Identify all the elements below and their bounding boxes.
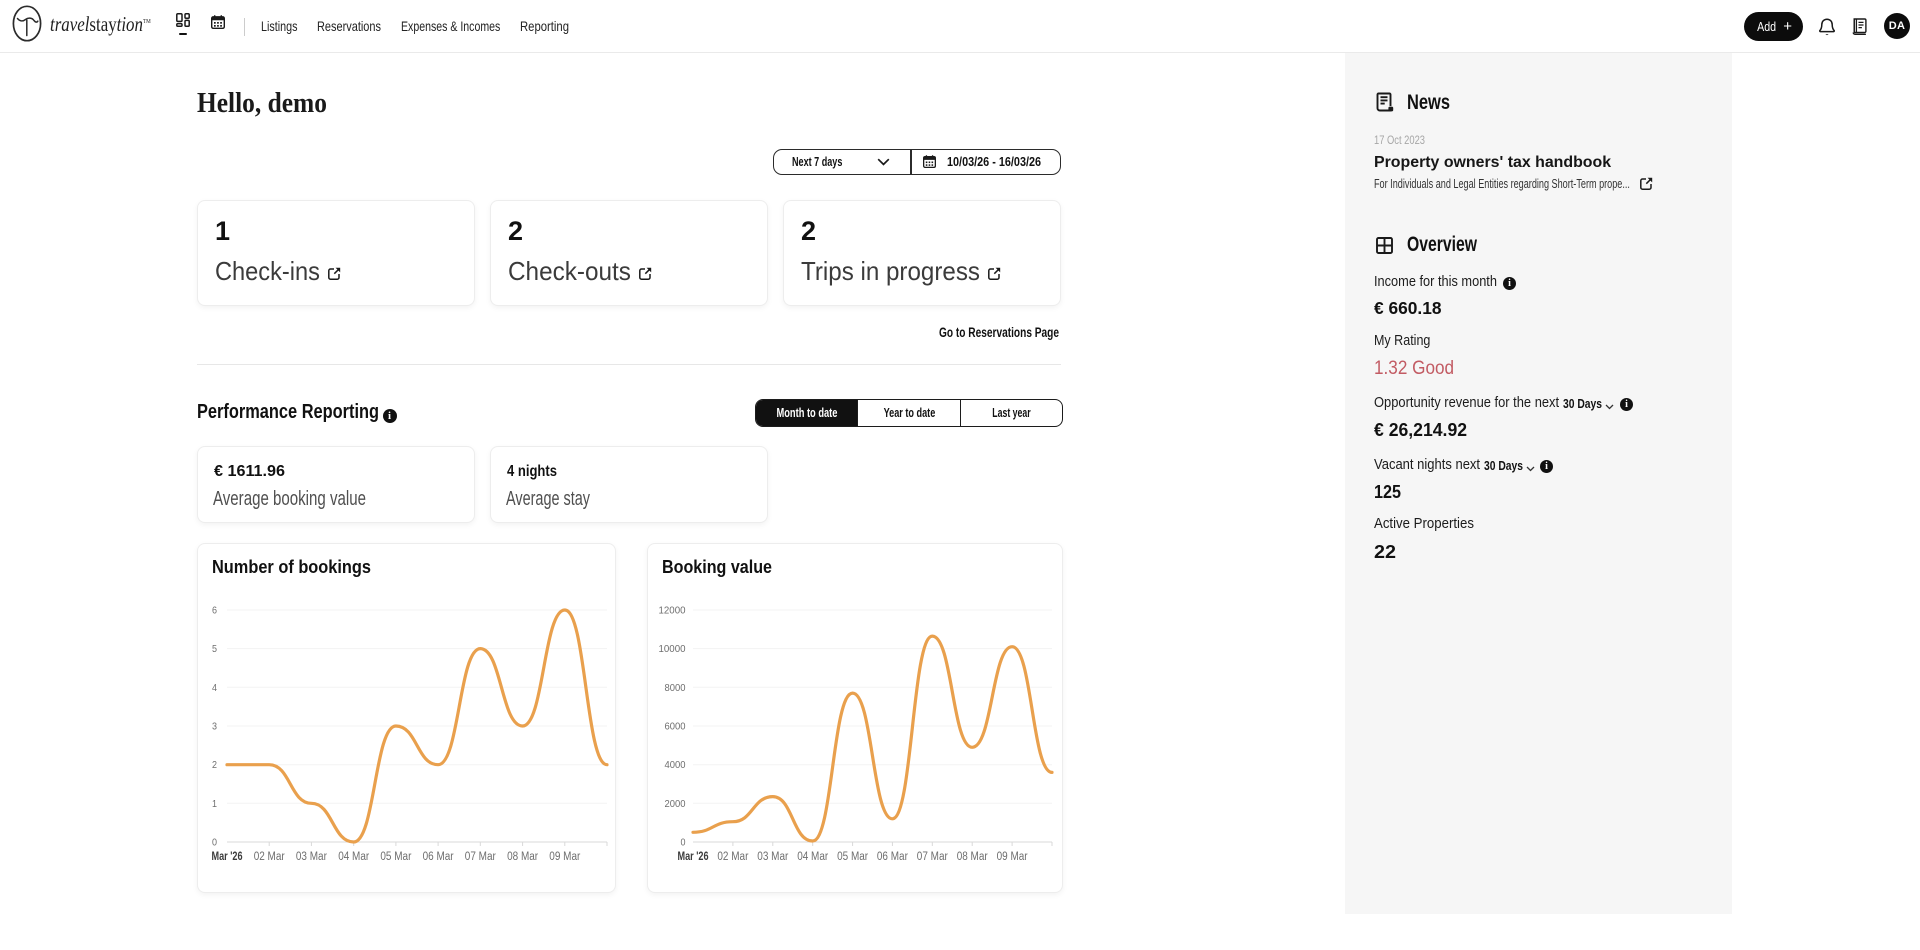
svg-text:8000: 8000 bbox=[665, 682, 686, 694]
svg-text:10000: 10000 bbox=[659, 643, 686, 655]
svg-text:Mar '26: Mar '26 bbox=[212, 851, 243, 863]
svg-text:5: 5 bbox=[212, 643, 217, 655]
svg-text:05 Mar: 05 Mar bbox=[380, 851, 411, 863]
svg-text:05 Mar: 05 Mar bbox=[837, 851, 868, 863]
svg-text:0: 0 bbox=[681, 837, 686, 849]
svg-text:02 Mar: 02 Mar bbox=[254, 851, 285, 863]
svg-text:4000: 4000 bbox=[665, 759, 686, 771]
svg-text:6000: 6000 bbox=[665, 721, 686, 733]
svg-text:0: 0 bbox=[212, 837, 217, 849]
svg-text:02 Mar: 02 Mar bbox=[717, 851, 748, 863]
svg-text:07 Mar: 07 Mar bbox=[465, 851, 496, 863]
svg-text:2: 2 bbox=[212, 759, 217, 771]
svg-text:6: 6 bbox=[212, 605, 217, 617]
svg-text:4: 4 bbox=[212, 682, 217, 694]
svg-text:1: 1 bbox=[212, 798, 217, 810]
svg-text:3: 3 bbox=[212, 721, 217, 733]
svg-text:08 Mar: 08 Mar bbox=[957, 851, 988, 863]
svg-text:12000: 12000 bbox=[659, 605, 686, 617]
svg-text:09 Mar: 09 Mar bbox=[549, 851, 580, 863]
svg-text:07 Mar: 07 Mar bbox=[917, 851, 948, 863]
svg-text:09 Mar: 09 Mar bbox=[997, 851, 1028, 863]
svg-text:04 Mar: 04 Mar bbox=[338, 851, 369, 863]
svg-text:08 Mar: 08 Mar bbox=[507, 851, 538, 863]
svg-text:06 Mar: 06 Mar bbox=[877, 851, 908, 863]
svg-text:Mar '26: Mar '26 bbox=[678, 851, 709, 863]
svg-text:03 Mar: 03 Mar bbox=[757, 851, 788, 863]
svg-text:03 Mar: 03 Mar bbox=[296, 851, 327, 863]
svg-text:06 Mar: 06 Mar bbox=[423, 851, 454, 863]
svg-text:2000: 2000 bbox=[665, 798, 686, 810]
svg-text:04 Mar: 04 Mar bbox=[797, 851, 828, 863]
